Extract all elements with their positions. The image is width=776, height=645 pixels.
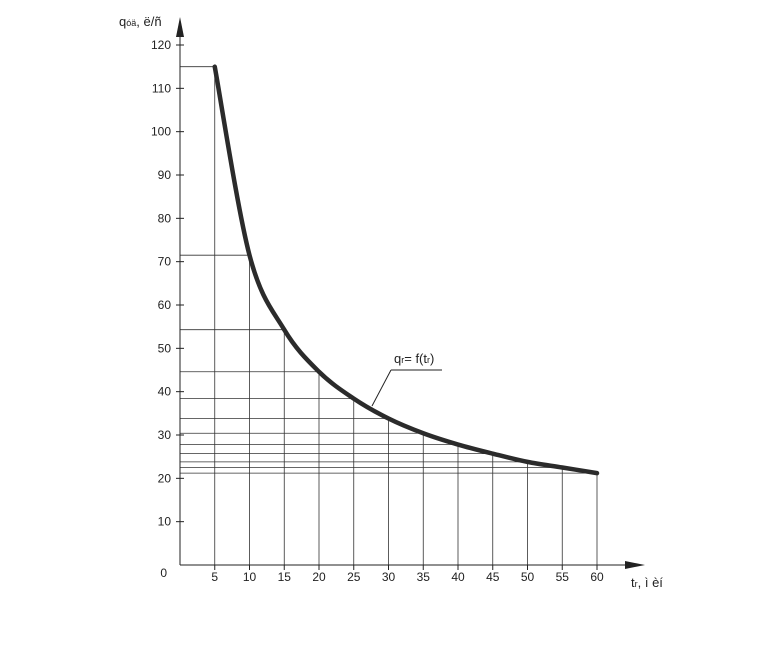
x-tick-label-10: 10 [243,570,257,584]
y-tick-label-10: 10 [158,515,172,529]
x-tick-label-5: 5 [211,570,218,584]
curve-label: qr= f(tr) [394,351,434,366]
series-curve [212,64,600,476]
origin-label: 0 [160,566,167,580]
y-tick-label-110: 110 [152,81,171,95]
x-tick-label-30: 30 [382,570,396,584]
x-tick-label-15: 15 [278,570,292,584]
x-tick-label-35: 35 [417,570,431,584]
y-tick-label-30: 30 [158,428,172,442]
y-tick-label-50: 50 [158,341,172,355]
x-tick-label-20: 20 [312,570,326,584]
x-tick-label-25: 25 [347,570,361,584]
x-tick-label-55: 55 [556,570,570,584]
x-tick-label-40: 40 [451,570,465,584]
ticks: 5 10 15 20 25 30 35 40 45 50 55 60 10 20 30 40 50 60 70 80 9… [151,38,604,584]
axes [176,17,645,569]
x-axis-title: tr, ì èí [631,575,663,590]
y-tick-label-60: 60 [158,298,172,312]
y-tick-label-120: 120 [151,38,171,52]
y-axis-arrow [176,17,184,37]
y-tick-label-70: 70 [158,255,172,269]
x-axis-arrow [625,561,645,569]
y-tick-label-100: 100 [151,125,171,139]
y-tick-label-90: 90 [158,168,172,182]
x-tick-label-45: 45 [486,570,500,584]
labels: qr= f(tr) qóä, ë/ñ tr, ì èí [119,14,663,590]
curve-label-leader [371,369,392,407]
y-tick-label-80: 80 [158,211,172,225]
grid-lines [180,66,598,565]
y-axis-title: qóä, ë/ñ [119,14,162,29]
x-tick-label-50: 50 [521,570,535,584]
series [212,64,600,476]
y-tick-label-20: 20 [158,471,172,485]
y-tick-label-40: 40 [158,385,172,399]
x-tick-label-60: 60 [590,570,604,584]
